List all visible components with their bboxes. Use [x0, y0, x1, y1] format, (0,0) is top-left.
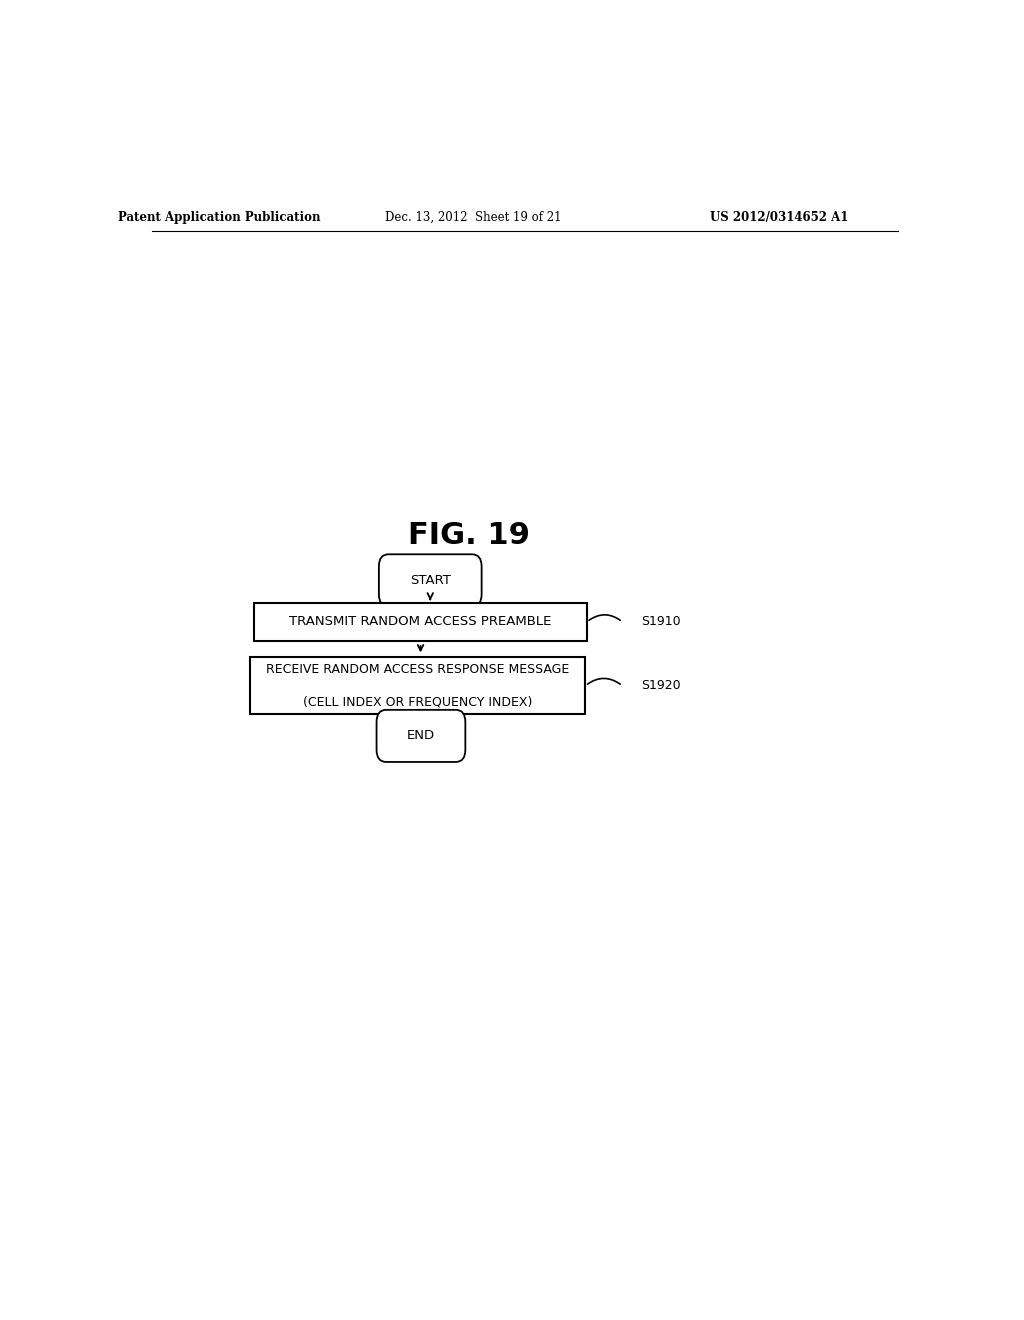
Text: TRANSMIT RANDOM ACCESS PREAMBLE: TRANSMIT RANDOM ACCESS PREAMBLE [290, 615, 552, 628]
Text: US 2012/0314652 A1: US 2012/0314652 A1 [710, 211, 848, 224]
Text: RECEIVE RANDOM ACCESS RESPONSE MESSAGE: RECEIVE RANDOM ACCESS RESPONSE MESSAGE [266, 663, 569, 676]
FancyBboxPatch shape [379, 554, 481, 606]
FancyBboxPatch shape [377, 710, 465, 762]
Bar [254, 603, 587, 642]
Text: S1910: S1910 [641, 615, 681, 628]
Text: Dec. 13, 2012  Sheet 19 of 21: Dec. 13, 2012 Sheet 19 of 21 [385, 211, 561, 224]
Text: FIG. 19: FIG. 19 [409, 521, 530, 550]
Text: START: START [410, 574, 451, 587]
Text: S1920: S1920 [641, 680, 681, 693]
Text: END: END [407, 730, 435, 742]
Bar [250, 657, 586, 714]
Text: (CELL INDEX OR FREQUENCY INDEX): (CELL INDEX OR FREQUENCY INDEX) [303, 696, 532, 709]
Text: Patent Application Publication: Patent Application Publication [118, 211, 321, 224]
